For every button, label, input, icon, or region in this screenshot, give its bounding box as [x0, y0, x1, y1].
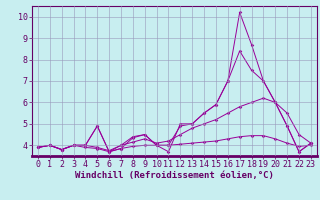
X-axis label: Windchill (Refroidissement éolien,°C): Windchill (Refroidissement éolien,°C): [75, 171, 274, 180]
